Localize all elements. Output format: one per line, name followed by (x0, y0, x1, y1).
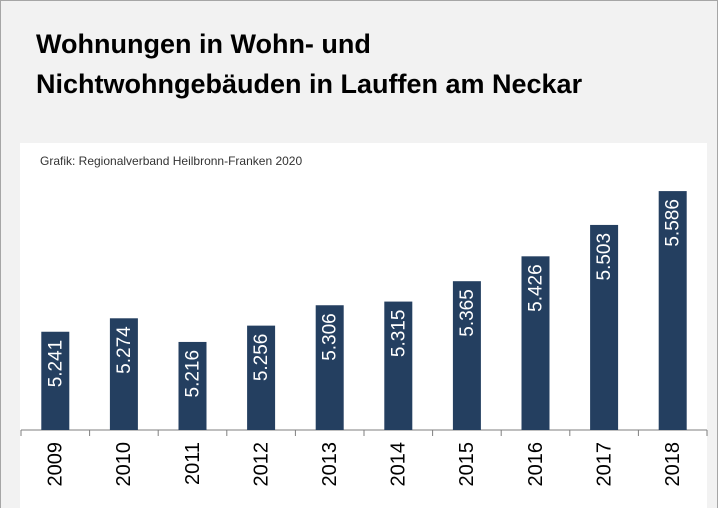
bar (521, 256, 550, 430)
value-label: 5.365 (457, 289, 478, 337)
x-tick-label: 2010 (113, 442, 135, 487)
x-tick-label: 2018 (662, 442, 684, 487)
bar (590, 224, 619, 430)
bar (178, 341, 207, 430)
x-tick-label: 2016 (525, 442, 547, 487)
x-tick-label: 2014 (388, 442, 410, 487)
bar (384, 301, 413, 430)
x-tick-label: 2017 (593, 442, 615, 487)
x-tick-label: 2015 (456, 442, 478, 487)
value-label: 5.274 (114, 326, 135, 374)
value-label: 5.241 (45, 340, 66, 388)
bar (658, 191, 687, 430)
chart-title: Nichtwohngebäuden in Lauffen am Neckar (36, 69, 583, 99)
bar (41, 331, 70, 430)
x-tick-label: 2009 (45, 442, 67, 487)
value-label: 5.315 (388, 310, 409, 358)
bar (315, 305, 344, 430)
x-tick-label: 2011 (182, 442, 204, 485)
x-tick-label: 2013 (319, 442, 341, 487)
bar (109, 318, 138, 430)
value-label: 5.216 (183, 350, 204, 398)
value-label: 5.503 (594, 233, 615, 281)
bar (247, 325, 276, 430)
chart-title: Wohnungen in Wohn- und (36, 29, 371, 59)
x-tick-label: 2012 (250, 442, 272, 487)
value-label: 5.426 (526, 264, 547, 312)
value-label: 5.256 (251, 334, 272, 382)
bar (452, 281, 481, 430)
chart-subtitle: Grafik: Regionalverband Heilbronn-Franke… (40, 154, 302, 168)
value-label: 5.306 (320, 313, 341, 361)
value-label: 5.586 (663, 199, 684, 247)
